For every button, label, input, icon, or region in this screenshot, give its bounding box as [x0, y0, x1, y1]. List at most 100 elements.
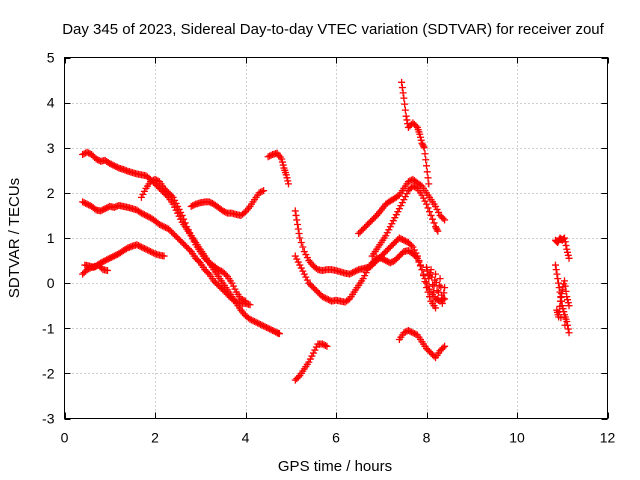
- data-point: [278, 158, 286, 166]
- data-point: [222, 271, 230, 279]
- data-point: [435, 281, 443, 289]
- data-point: [162, 223, 170, 231]
- data-point: [433, 296, 441, 304]
- data-point: [291, 207, 299, 215]
- data-point: [149, 249, 157, 257]
- data-point: [79, 198, 87, 206]
- data-point: [564, 251, 572, 259]
- data-point: [216, 283, 224, 291]
- data-point: [266, 152, 274, 160]
- data-point: [388, 220, 396, 228]
- data-point: [355, 229, 363, 237]
- data-point: [296, 234, 304, 242]
- series-arc-11: [355, 175, 449, 237]
- data-point: [160, 184, 168, 192]
- data-point: [172, 232, 180, 240]
- data-point: [563, 317, 571, 325]
- data-point: [219, 207, 227, 215]
- data-point: [302, 251, 310, 259]
- data-point: [148, 248, 156, 256]
- data-point: [220, 208, 228, 216]
- data-point: [564, 325, 572, 333]
- data-point: [207, 199, 215, 207]
- data-point: [362, 222, 370, 230]
- data-point: [100, 257, 108, 265]
- data-point: [429, 215, 437, 223]
- data-point: [402, 112, 410, 120]
- data-point: [365, 219, 373, 227]
- data-point: [143, 212, 151, 220]
- data-point: [398, 199, 406, 207]
- data-point: [424, 346, 432, 354]
- data-point: [113, 163, 121, 171]
- data-point: [561, 282, 569, 290]
- data-point: [428, 273, 436, 281]
- data-point: [89, 152, 97, 160]
- data-point: [183, 243, 191, 251]
- data-point: [371, 213, 379, 221]
- data-point: [257, 188, 265, 196]
- data-point: [419, 272, 427, 280]
- data-point: [92, 155, 100, 163]
- data-point: [148, 177, 156, 185]
- data-point: [101, 257, 109, 265]
- data-point: [423, 284, 430, 292]
- data-point: [154, 183, 162, 191]
- data-point: [318, 340, 326, 348]
- data-point: [401, 106, 409, 114]
- data-point: [423, 267, 431, 275]
- data-point: [370, 257, 378, 265]
- data-point: [219, 268, 227, 276]
- data-point: [423, 168, 431, 176]
- data-point: [394, 254, 402, 262]
- data-point: [178, 211, 186, 219]
- data-point: [361, 272, 369, 280]
- data-point: [400, 329, 408, 337]
- data-point: [174, 234, 182, 242]
- data-point: [406, 327, 414, 335]
- data-point: [187, 202, 195, 210]
- data-point: [96, 263, 104, 271]
- y-tick-label: 5: [47, 50, 55, 66]
- data-point: [140, 245, 148, 253]
- data-point: [242, 297, 249, 305]
- data-point: [401, 328, 409, 336]
- data-point: [417, 136, 425, 144]
- data-point: [386, 243, 394, 251]
- data-points: [79, 78, 573, 384]
- data-point: [356, 228, 364, 236]
- data-point: [432, 223, 440, 231]
- y-axis-label: SDTVAR / TECUs: [6, 178, 23, 298]
- data-point: [554, 279, 562, 287]
- data-point: [364, 220, 372, 228]
- data-point: [100, 205, 108, 213]
- data-point: [404, 327, 412, 335]
- data-point: [397, 235, 405, 243]
- data-point: [425, 180, 433, 188]
- data-point: [146, 248, 154, 256]
- data-point: [171, 231, 179, 239]
- data-point: [309, 284, 317, 292]
- data-point: [137, 243, 145, 251]
- series-arc-6: [187, 187, 268, 219]
- data-point: [139, 190, 147, 198]
- data-point: [103, 256, 111, 264]
- data-point: [169, 200, 177, 208]
- data-point: [353, 266, 361, 274]
- data-point: [362, 269, 370, 277]
- data-point: [291, 252, 299, 260]
- data-point: [83, 266, 91, 274]
- data-point: [395, 252, 403, 260]
- data-point: [140, 187, 148, 195]
- data-point: [261, 323, 269, 331]
- data-point: [264, 153, 272, 161]
- data-point: [397, 202, 405, 210]
- data-point: [163, 187, 171, 195]
- series-arc-4: [81, 261, 111, 274]
- data-point: [175, 205, 183, 213]
- data-point: [284, 177, 292, 185]
- data-point: [416, 181, 424, 189]
- chart-title: Day 345 of 2023, Sidereal Day-to-day VTE…: [62, 21, 604, 38]
- data-point: [294, 220, 302, 228]
- data-point: [154, 177, 162, 185]
